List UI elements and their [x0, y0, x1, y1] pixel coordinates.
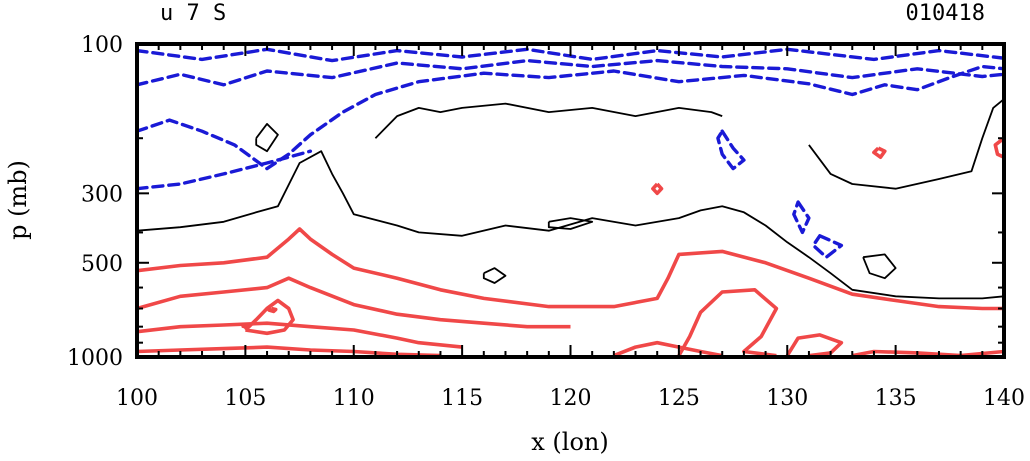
contour-pos-1: [137, 227, 1004, 311]
contour-zero-4: [547, 217, 594, 230]
contour-zero-3: [808, 98, 1004, 190]
y-axis-label: p (mb): [4, 160, 32, 240]
x-tick-label: 135: [875, 386, 917, 411]
x-tick-labels: 100 105 110 115 120 125 130 135 140: [116, 386, 1025, 411]
contour-neg-2: [137, 58, 1004, 87]
chart-date-label: 010418: [906, 1, 985, 26]
contour-pos-5: [244, 298, 295, 336]
y-tick-label: 1000: [67, 346, 123, 371]
contour-pos-2: [137, 276, 571, 329]
x-tick-label: 125: [658, 386, 700, 411]
contour-pos-12: [993, 136, 1004, 159]
contour-neg-7: [811, 234, 844, 259]
x-tick-label: 120: [550, 386, 592, 411]
contour-pos-8: [785, 333, 844, 357]
contour-zero-6: [862, 253, 897, 280]
contour-pos-11: [872, 146, 887, 159]
x-tick-label: 130: [766, 386, 808, 411]
contour-neg-6: [792, 200, 811, 235]
contour-neg-5: [716, 129, 746, 171]
contour-pos-9: [851, 349, 1004, 357]
y-tick-label: 300: [81, 182, 123, 207]
tick-marks: [136, 43, 1005, 358]
x-tick-label: 105: [224, 386, 266, 411]
contour-pos-6: [677, 287, 779, 357]
contour-zero-2: [374, 102, 723, 139]
x-tick-label: 115: [441, 386, 483, 411]
y-tick-labels: 100 300 500 1000: [67, 33, 123, 371]
contour-neg-4: [137, 149, 313, 191]
contour-neg-1: [137, 47, 1004, 63]
x-tick-label: 140: [983, 386, 1025, 411]
contour-pos-3: [137, 321, 463, 349]
y-tick-label: 500: [81, 252, 123, 277]
contour-pos-4: [137, 345, 441, 357]
contour-layer: [137, 47, 1004, 357]
x-axis-label: x (lon): [531, 428, 608, 456]
contour-zero-5: [482, 267, 507, 284]
y-tick-label: 100: [81, 33, 123, 58]
contour-zero-1: [137, 150, 1004, 300]
contour-pos-7: [613, 340, 723, 357]
chart-variable-label: u 7 S: [160, 1, 226, 26]
x-tick-label: 110: [333, 386, 375, 411]
contour-pos-10: [651, 182, 664, 196]
contour-pos-13: [267, 306, 278, 314]
x-tick-label: 100: [116, 386, 158, 411]
contour-pos-14: [241, 323, 252, 330]
contour-neg-3: [137, 64, 1004, 171]
contour-zero-7: [255, 123, 279, 153]
